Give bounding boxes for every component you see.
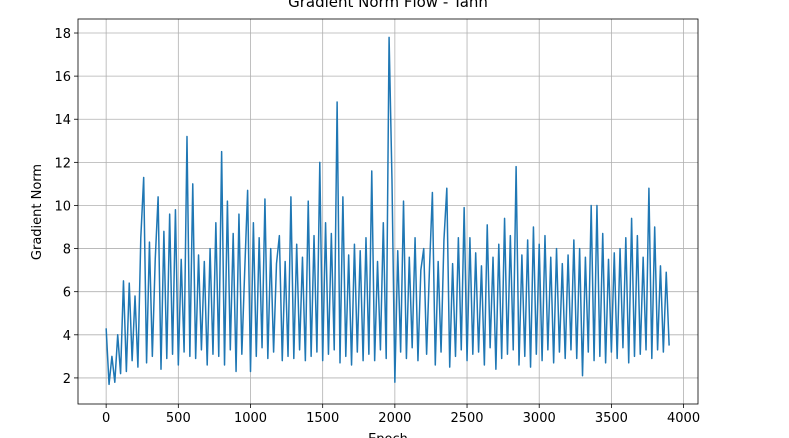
x-tick-label: 1000 <box>234 411 267 426</box>
y-tick-label: 18 <box>54 27 71 42</box>
y-tick-label: 8 <box>63 243 71 258</box>
y-tick-label: 4 <box>63 329 71 344</box>
y-tick-label: 2 <box>63 372 71 387</box>
x-tick-label: 2000 <box>378 411 411 426</box>
y-tick-label: 16 <box>54 70 71 85</box>
y-tick-label: 6 <box>63 286 71 301</box>
y-tick-label: 12 <box>54 156 71 171</box>
x-tick-label: 0 <box>102 411 110 426</box>
x-tick-label: 1500 <box>306 411 339 426</box>
line <box>105 36 670 386</box>
chart-title: Gradient Norm Flow - Tanh <box>288 0 488 11</box>
x-tick-label: 3000 <box>523 411 556 426</box>
x-tick-label: 3500 <box>595 411 628 426</box>
y-tick-label: 10 <box>54 199 71 214</box>
x-tick-label: 4000 <box>667 411 700 426</box>
x-tick-label: 2500 <box>450 411 483 426</box>
x-tick-label: 500 <box>166 411 191 426</box>
plot-frame <box>77 18 699 405</box>
y-tick-label: 14 <box>54 113 71 128</box>
y-axis-label: Gradient Norm <box>30 164 45 260</box>
x-axis-label: Epoch <box>368 432 408 438</box>
